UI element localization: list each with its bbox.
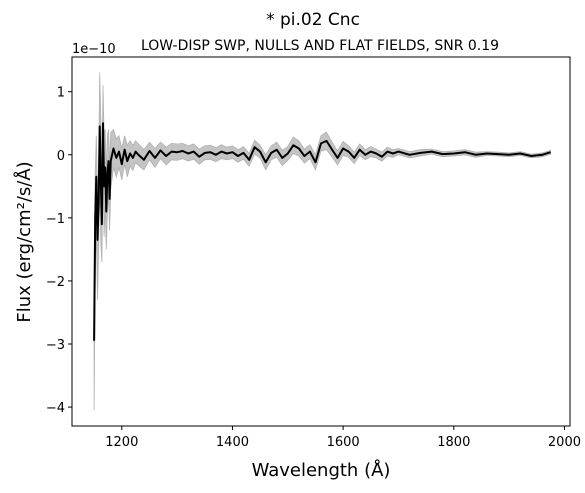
x-tick-label: 2000 [548, 435, 581, 450]
y-axis-label: Flux (erg/cm²/s/Å) [13, 161, 35, 322]
x-tick-label: 1600 [327, 435, 360, 450]
y-tick-label: −1 [46, 212, 65, 227]
y-tick-label: 1 [57, 86, 65, 101]
y-tick-label: −4 [46, 401, 65, 416]
error-band [93, 72, 551, 411]
y-tick-label: 0 [57, 149, 65, 164]
x-tick-label: 1800 [437, 435, 470, 450]
y-tick-label: −3 [46, 338, 65, 353]
flux-line [93, 122, 551, 341]
x-axis-label: Wavelength (Å) [252, 459, 391, 481]
chart-title: * pi.02 Cnc [266, 10, 360, 30]
y-offset-label: 1e−10 [72, 42, 116, 57]
y-axis-ticks: 1 0 −1 −2 −3 −4 [46, 86, 72, 416]
error-band-layer [93, 72, 551, 411]
x-tick-label: 1400 [216, 435, 249, 450]
chart-subtitle: LOW-DISP SWP, NULLS AND FLAT FIELDS, SNR… [141, 38, 499, 54]
y-tick-label: −2 [46, 275, 65, 290]
x-tick-label: 1200 [105, 435, 138, 450]
plot-frame [71, 56, 571, 427]
x-axis-ticks: 1200 1400 1600 1800 2000 [105, 426, 581, 450]
flux-line-layer [93, 122, 551, 341]
